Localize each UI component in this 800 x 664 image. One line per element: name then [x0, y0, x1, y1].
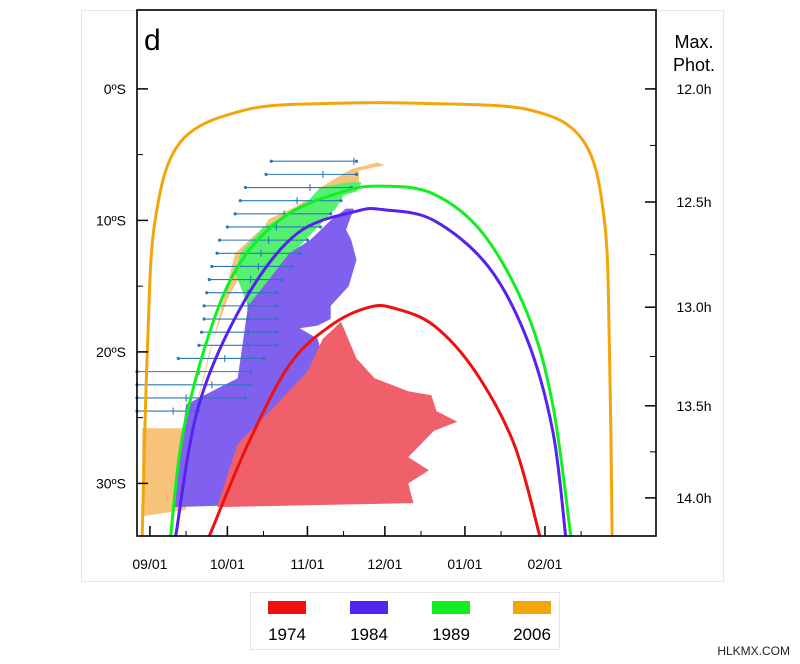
legend-item-1984: 1984	[350, 601, 388, 644]
error-bar-right-dot	[354, 172, 359, 176]
error-bar-2	[264, 170, 359, 178]
error-bar-right-dot	[274, 317, 279, 321]
error-bar-left-dot	[207, 277, 211, 282]
error-bar-right-dot	[329, 212, 333, 216]
error-bar-15	[197, 341, 279, 349]
error-bar-7	[218, 236, 310, 244]
error-bar-right-dot	[339, 199, 343, 203]
legend-label: 1974	[268, 625, 306, 644]
legend: 1974 1984 1989 2006	[268, 601, 551, 644]
line-2006	[140, 101, 614, 536]
error-bar-9	[210, 262, 294, 270]
legend-swatch	[350, 601, 388, 614]
area-1974	[217, 321, 458, 508]
line-1984	[174, 206, 568, 536]
right-tick-label: 13.5h	[676, 398, 711, 414]
legend-swatch	[268, 601, 306, 614]
right-tick-label: 12.0h	[676, 81, 711, 97]
y-tick-label: 20ºS	[96, 344, 126, 360]
x-tick-label: 10/01	[210, 556, 245, 572]
y-tick-label: 30ºS	[96, 475, 126, 491]
right-tick-label: 14.0h	[676, 490, 711, 506]
error-bar-17	[135, 368, 253, 376]
error-bar-right-dot	[261, 356, 266, 361]
error-bar-14	[199, 328, 279, 336]
legend-item-1989: 1989	[432, 601, 470, 644]
error-bar-right-dot	[274, 330, 279, 334]
error-bar-1	[269, 157, 359, 165]
error-bar-right-dot	[290, 264, 294, 269]
error-bar-left-dot	[264, 172, 268, 176]
legend-swatch	[432, 601, 470, 614]
x-tick-label: 12/01	[367, 556, 402, 572]
right-axis-title-line1: Max.	[674, 32, 713, 52]
legend-box	[250, 592, 560, 650]
error-bar-left-dot	[215, 251, 219, 255]
error-bar-left-dot	[233, 212, 237, 216]
error-bar-13	[202, 315, 279, 323]
area-2006	[142, 162, 385, 517]
error-bar-left-dot	[197, 343, 201, 347]
error-bar-layer	[135, 157, 359, 415]
legend-label: 2006	[513, 625, 551, 644]
area-layer	[142, 162, 458, 517]
error-bar-10	[207, 276, 284, 284]
legend-label: 1984	[350, 625, 388, 644]
y-tick-label: 10ºS	[96, 212, 126, 228]
error-bar-left-dot	[176, 356, 180, 361]
error-bar-left-dot	[199, 330, 204, 334]
watermark: HLKMX.COM	[717, 644, 790, 658]
error-bar-right-dot	[274, 343, 279, 347]
error-bar-right-dot	[243, 396, 248, 400]
x-tick-label: 09/01	[132, 556, 167, 572]
line-1974	[207, 304, 542, 536]
x-tick-label: 11/01	[290, 556, 324, 572]
legend-item-2006: 2006	[513, 601, 551, 644]
error-bar-left-dot	[218, 238, 222, 242]
error-bar-right-dot	[279, 277, 284, 282]
error-bar-right-dot	[274, 291, 279, 295]
x-tick-label: 02/01	[527, 556, 562, 572]
error-bar-right-dot	[318, 225, 322, 229]
error-bar-right-dot	[354, 159, 359, 163]
error-bar-right-dot	[298, 251, 302, 255]
error-bar-left-dot	[243, 185, 248, 190]
error-bar-8	[215, 249, 302, 257]
axes-layer: 09/01 10/01 11/01 12/01 01/01 02/01 0ºS 10ºS 20º…	[96, 81, 712, 572]
error-bar-left-dot	[210, 264, 214, 269]
right-tick-label: 13.0h	[676, 299, 711, 315]
line-1989	[169, 184, 573, 536]
error-bar-left-dot	[238, 199, 242, 203]
legend-label: 1989	[432, 625, 470, 644]
y-tick-label: 0ºS	[104, 81, 126, 97]
error-bar-left-dot	[225, 225, 229, 229]
plot-box	[136, 9, 657, 537]
panel-label: d	[144, 24, 161, 57]
error-bar-left-dot	[269, 159, 273, 163]
error-bar-left-dot	[202, 317, 206, 321]
x-tick-label: 01/01	[447, 556, 482, 572]
error-bar-right-dot	[249, 383, 253, 387]
error-bar-left-dot	[205, 291, 209, 295]
legend-item-1974: 1974	[268, 601, 306, 644]
error-bar-right-dot	[274, 304, 279, 308]
right-tick-label: 12.5h	[676, 194, 711, 210]
error-bar-right-dot	[249, 370, 253, 374]
error-bar-4	[238, 197, 343, 205]
line-layer	[140, 101, 614, 536]
error-bar-16	[176, 354, 266, 362]
right-axis-title-line2: Phot.	[673, 55, 715, 75]
legend-swatch	[513, 601, 551, 614]
error-bar-right-dot	[305, 238, 310, 242]
error-bar-left-dot	[202, 304, 206, 308]
